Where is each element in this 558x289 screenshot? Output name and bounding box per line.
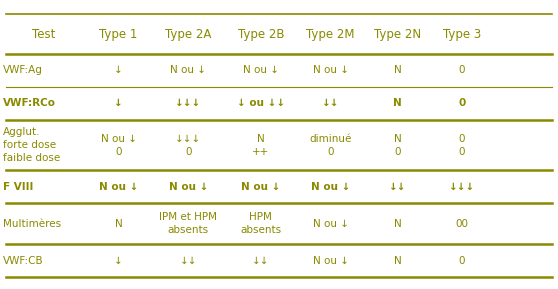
Text: ↓: ↓	[114, 256, 123, 266]
Text: 00: 00	[455, 219, 468, 229]
Text: N ou ↓: N ou ↓	[312, 256, 349, 266]
Text: 0
0: 0 0	[459, 134, 465, 157]
Text: Type 2B: Type 2B	[238, 28, 284, 41]
Text: ↓↓: ↓↓	[252, 256, 270, 266]
Text: 0: 0	[458, 99, 465, 108]
Text: F VIII: F VIII	[3, 182, 33, 192]
Text: ↓↓↓
0: ↓↓↓ 0	[175, 134, 201, 157]
Text: Type 2M: Type 2M	[306, 28, 355, 41]
Text: N ou ↓: N ou ↓	[312, 65, 349, 75]
Text: ↓↓: ↓↓	[389, 182, 406, 192]
Text: N
++: N ++	[252, 134, 270, 157]
Text: N: N	[394, 65, 401, 75]
Text: N ou ↓: N ou ↓	[170, 65, 206, 75]
Text: VWF:CB: VWF:CB	[3, 256, 44, 266]
Text: IPM et HPM
absents: IPM et HPM absents	[160, 212, 217, 235]
Text: N
0: N 0	[394, 134, 401, 157]
Text: N ou ↓: N ou ↓	[243, 65, 279, 75]
Text: VWF:RCo: VWF:RCo	[3, 99, 56, 108]
Text: Type 1: Type 1	[99, 28, 138, 41]
Text: diminué
0: diminué 0	[310, 134, 352, 157]
Text: 0: 0	[459, 256, 465, 266]
Text: N ou ↓
0: N ou ↓ 0	[100, 134, 137, 157]
Text: ↓: ↓	[114, 99, 123, 108]
Text: N: N	[115, 219, 122, 229]
Text: Multimères: Multimères	[3, 219, 61, 229]
Text: N ou ↓: N ou ↓	[312, 219, 349, 229]
Text: ↓↓↓: ↓↓↓	[449, 182, 475, 192]
Text: N ou ↓: N ou ↓	[169, 182, 208, 192]
Text: N ou ↓: N ou ↓	[311, 182, 350, 192]
Text: N ou ↓: N ou ↓	[241, 182, 281, 192]
Text: ↓ ou ↓↓: ↓ ou ↓↓	[237, 99, 285, 108]
Text: ↓: ↓	[114, 65, 123, 75]
Text: N ou ↓: N ou ↓	[99, 182, 138, 192]
Text: Type 2A: Type 2A	[165, 28, 211, 41]
Text: Type 2N: Type 2N	[374, 28, 421, 41]
Text: ↓↓: ↓↓	[322, 99, 339, 108]
Text: HPM
absents: HPM absents	[240, 212, 281, 235]
Text: N: N	[394, 219, 401, 229]
Text: Agglut.
forte dose
faible dose: Agglut. forte dose faible dose	[3, 127, 60, 163]
Text: N: N	[394, 256, 401, 266]
Text: ↓↓: ↓↓	[180, 256, 197, 266]
Text: Type 3: Type 3	[442, 28, 481, 41]
Text: 0: 0	[459, 65, 465, 75]
Text: ↓↓↓: ↓↓↓	[175, 99, 201, 108]
Text: N: N	[393, 99, 402, 108]
Text: VWF:Ag: VWF:Ag	[3, 65, 42, 75]
Text: Test: Test	[32, 28, 55, 41]
